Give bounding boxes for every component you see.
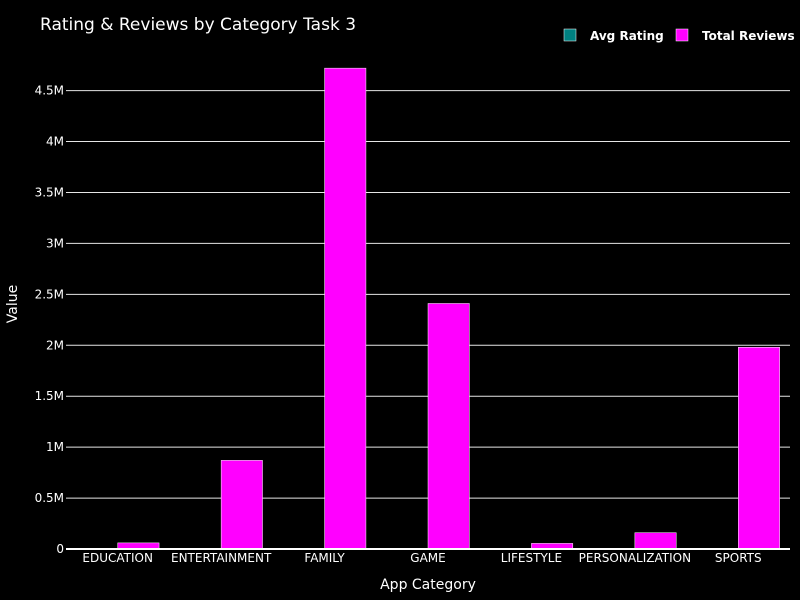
bar-total-reviews-sports[interactable] — [738, 347, 780, 550]
y-tick-labels: 0 0.5M 1M 1.5M 2M 2.5M 3M 3.5M 4M 4.5M — [35, 84, 64, 556]
y-tick-label: 3M — [46, 236, 64, 250]
legend-label-avg-rating: Avg Rating — [590, 29, 664, 43]
bar-total-reviews-personalization[interactable] — [634, 532, 677, 550]
bar-total-reviews-game[interactable] — [427, 303, 470, 550]
bar-total-reviews-family[interactable] — [324, 67, 367, 550]
x-tick-labels: EDUCATION ENTERTAINMENT FAMILY GAME LIFESTYL… — [82, 551, 761, 565]
y-tick-label: 2M — [46, 338, 64, 352]
y-tick-label: 4M — [46, 135, 64, 149]
gridlines — [66, 90, 790, 499]
y-tick-label: 1M — [46, 440, 64, 454]
y-axis-title: Value — [5, 285, 21, 323]
x-tick-label: SPORTS — [715, 551, 762, 565]
legend-swatch-total-reviews — [675, 28, 689, 42]
x-axis-title: App Category — [380, 577, 476, 593]
x-tick-label: ENTERTAINMENT — [171, 551, 272, 565]
y-tick-label: 3.5M — [35, 185, 64, 199]
y-tick-label: 4.5M — [35, 84, 64, 98]
legend[interactable]: Avg Rating Total Reviews — [563, 28, 795, 43]
y-tick-label: 1.5M — [35, 389, 64, 403]
bar-total-reviews-entertainment[interactable] — [220, 460, 263, 550]
legend-label-total-reviews: Total Reviews — [702, 29, 795, 43]
x-tick-label: PERSONALIZATION — [579, 551, 691, 565]
y-tick-label: 2.5M — [35, 287, 64, 301]
legend-item-avg-rating[interactable]: Avg Rating — [563, 28, 664, 43]
legend-item-total-reviews[interactable]: Total Reviews — [675, 28, 795, 43]
x-tick-label: EDUCATION — [82, 551, 153, 565]
bars — [76, 67, 780, 550]
legend-swatch-avg-rating — [563, 28, 577, 42]
y-tick-label: 0 — [56, 542, 64, 556]
chart-title: Rating & Reviews by Category Task 3 — [40, 15, 356, 35]
x-tick-label: LIFESTYLE — [501, 551, 562, 565]
x-tick-label: FAMILY — [304, 551, 345, 565]
y-tick-label: 0.5M — [35, 491, 64, 505]
x-tick-label: GAME — [410, 551, 445, 565]
